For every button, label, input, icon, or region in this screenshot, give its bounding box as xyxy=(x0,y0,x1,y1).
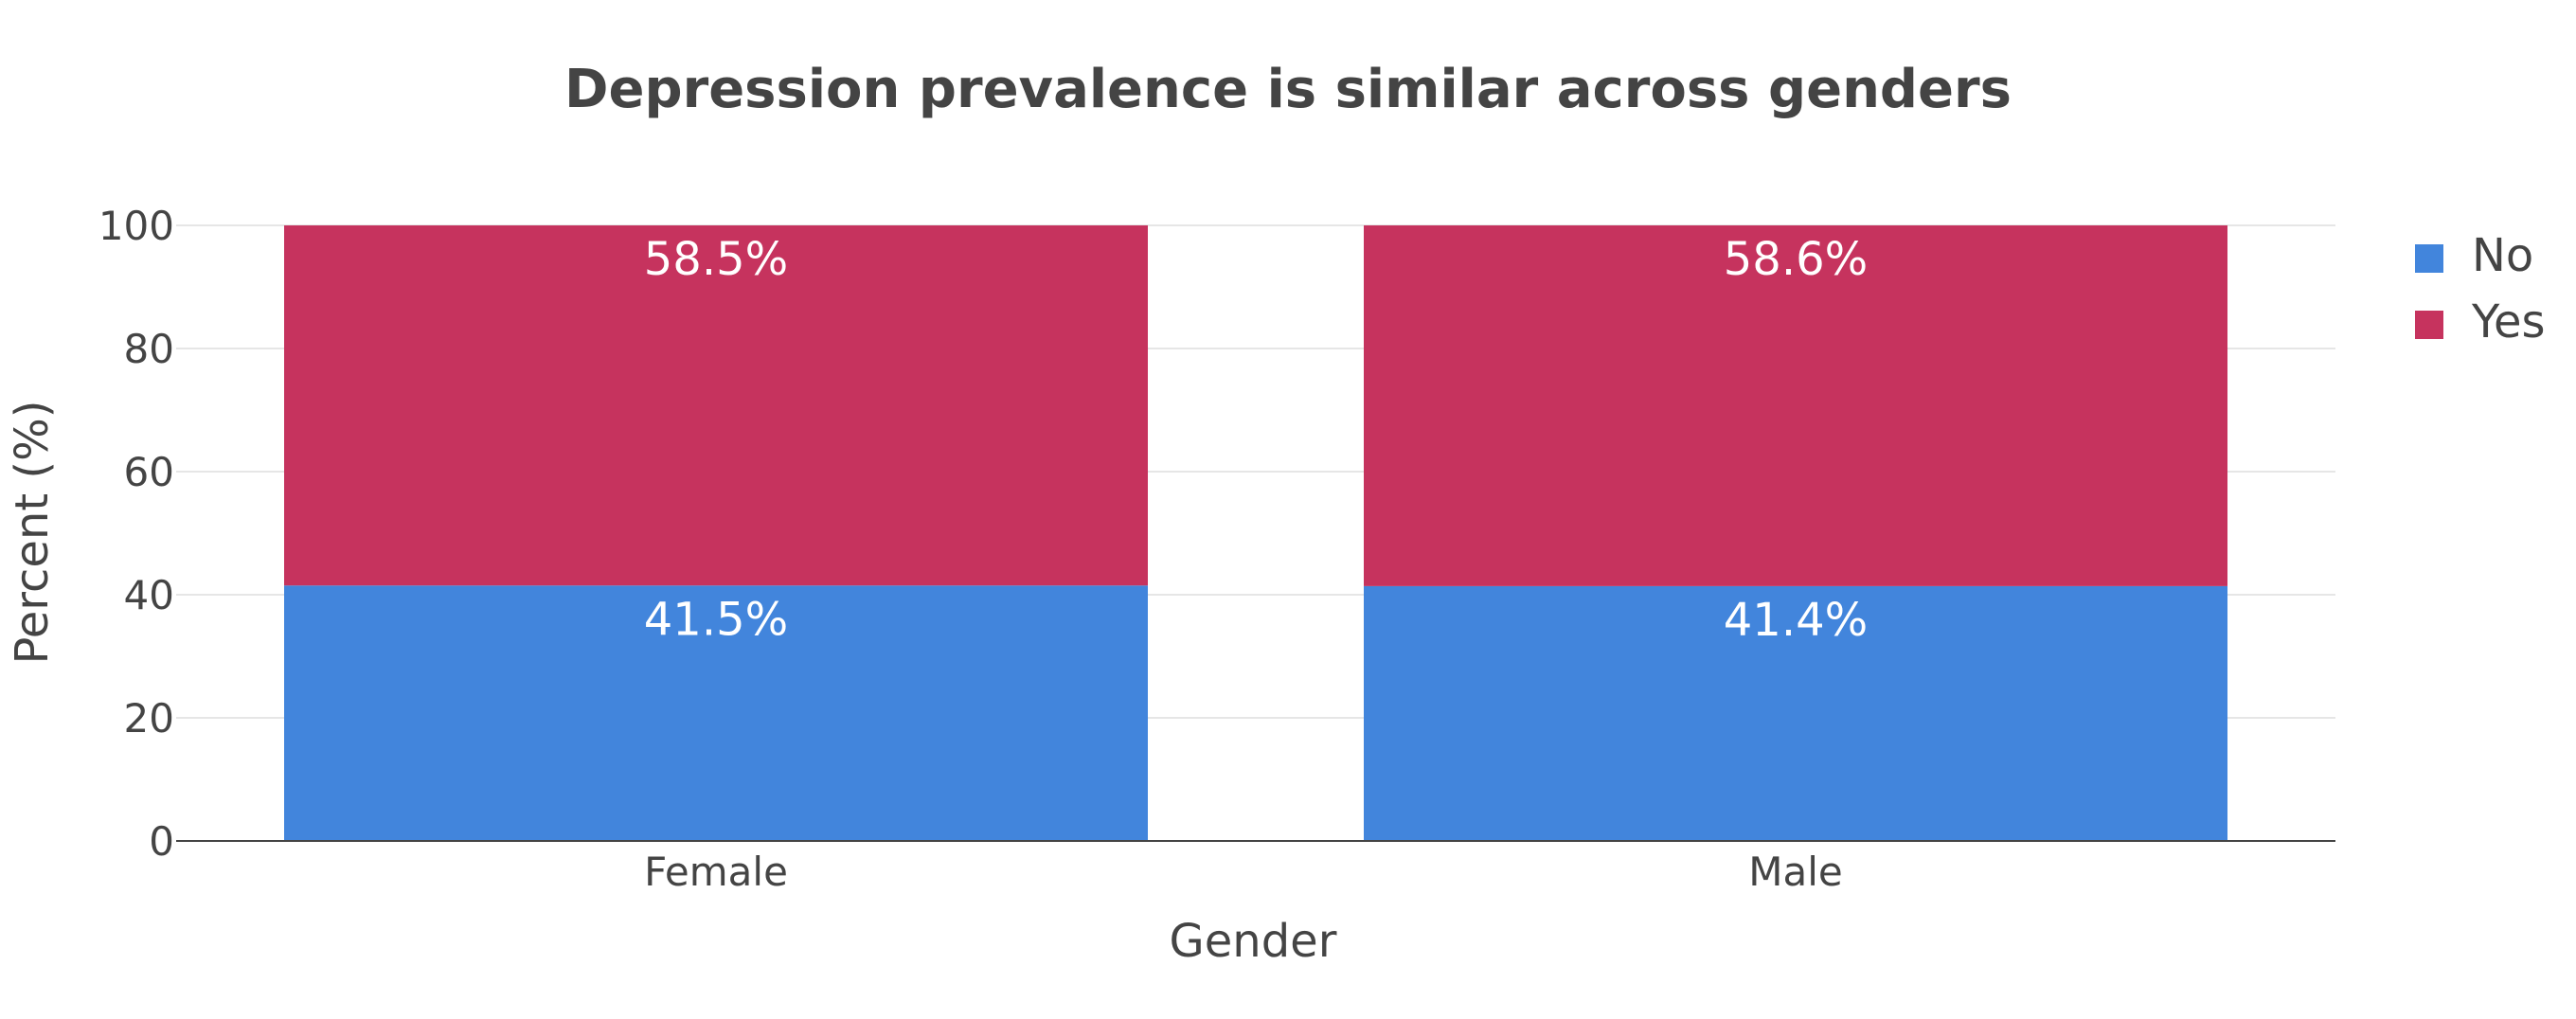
y-tick-label: 0 xyxy=(149,818,174,865)
x-axis-title: Gender xyxy=(1170,915,1337,968)
data-label-female-yes: 58.5% xyxy=(644,233,788,286)
bar-male-no xyxy=(1364,585,2227,841)
bar-female-yes xyxy=(284,225,1148,586)
bar-female-no xyxy=(284,585,1148,841)
bar-male-yes xyxy=(1364,225,2227,586)
y-tick-label: 80 xyxy=(124,326,174,372)
y-axis-title: Percent (%) xyxy=(6,401,59,665)
legend-label-no: No xyxy=(2472,229,2533,282)
bars xyxy=(284,225,2227,841)
chart-title: Depression prevalence is similar across … xyxy=(564,59,2012,120)
data-label-female-no: 41.5% xyxy=(644,593,788,646)
x-tick-label: Male xyxy=(1748,849,1842,895)
x-tick-label: Female xyxy=(644,849,788,895)
y-tick-label: 20 xyxy=(124,695,174,742)
legend: No Yes xyxy=(2415,229,2545,349)
data-label-male-yes: 58.6% xyxy=(1724,233,1868,286)
axes: 0 20 40 60 80 100 Female Male xyxy=(98,203,2335,895)
y-tick-label: 40 xyxy=(124,572,174,618)
y-tick-label: 60 xyxy=(124,449,174,495)
legend-label-yes: Yes xyxy=(2471,295,2545,349)
data-label-male-no: 41.4% xyxy=(1724,594,1868,647)
data-labels: 41.5% 58.5% 41.4% 58.6% xyxy=(644,233,1868,647)
y-tick-label: 100 xyxy=(98,203,174,249)
legend-swatch-no xyxy=(2415,244,2443,273)
legend-swatch-yes xyxy=(2415,311,2443,339)
